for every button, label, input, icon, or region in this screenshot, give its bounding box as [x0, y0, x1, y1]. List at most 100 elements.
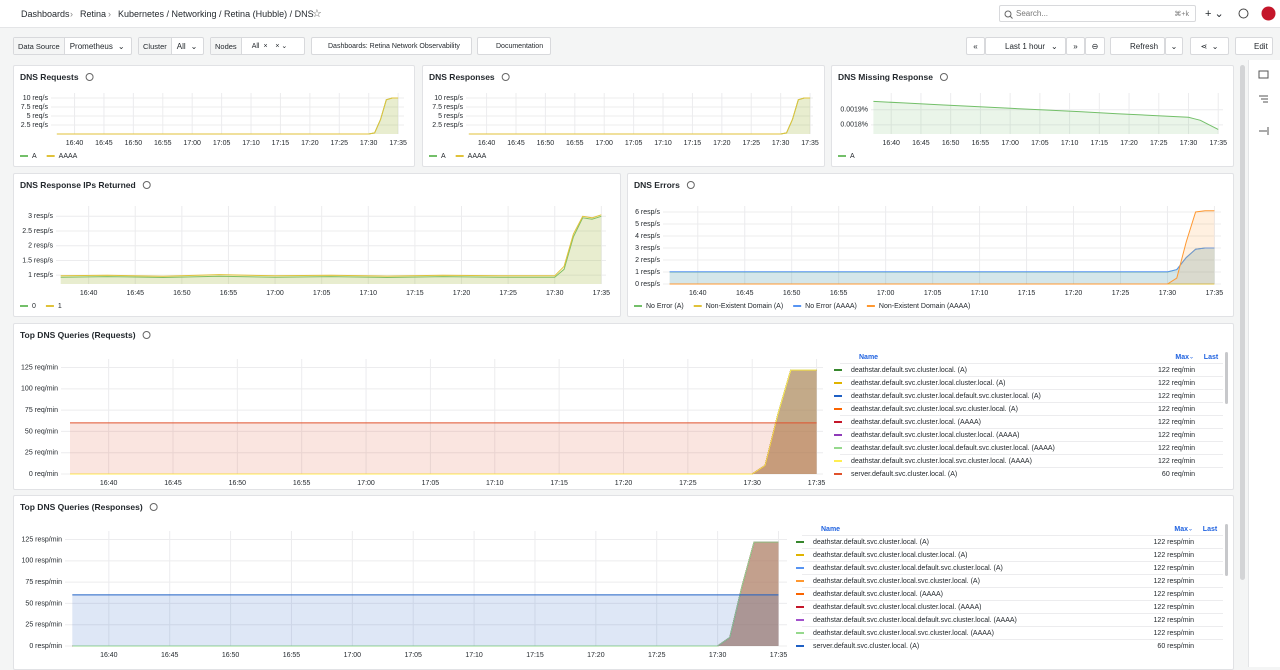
x-tick-label: 17:35 [1209, 140, 1227, 147]
x-tick-label: 17:00 [266, 290, 284, 297]
x-tick-label: 17:05 [924, 290, 942, 297]
sort-icon: ⌄ [1189, 355, 1194, 361]
y-tick-label: 6 resp/s [635, 209, 660, 216]
series-line [669, 210, 1215, 285]
legend-max: 122 req/min [1158, 380, 1195, 387]
edit-button[interactable]: Edit [1235, 37, 1273, 55]
table-header: Last [1203, 526, 1218, 533]
table-scrollbar [1225, 352, 1228, 404]
y-tick-label: 10 req/s [23, 95, 49, 102]
share-button[interactable]: ⋖ ⌄ [1190, 37, 1229, 55]
x-tick-label: 16:45 [126, 290, 144, 297]
x-tick-label: 16:45 [161, 652, 179, 659]
search-box[interactable]: Search... ⌘+k [999, 5, 1196, 22]
y-tick-label: 75 resp/min [25, 579, 62, 586]
panel-title: DNS Requests [20, 72, 79, 82]
x-tick-label: 17:00 [877, 290, 895, 297]
x-tick-label: 17:35 [1206, 290, 1224, 297]
refresh-interval[interactable]: ⌄ [1165, 37, 1183, 55]
y-tick-label: 0 resp/s [635, 281, 660, 288]
x-tick-label: 17:05 [625, 140, 643, 147]
avatar[interactable] [1261, 6, 1276, 21]
legend-max: 122 resp/min [1154, 591, 1195, 598]
x-tick-label: 17:05 [404, 652, 422, 659]
x-tick-label: 17:10 [242, 140, 260, 147]
shift-back[interactable]: « [966, 37, 985, 55]
x-tick-label: 17:20 [587, 652, 605, 659]
legend-label: AAAA [468, 153, 487, 160]
shift-forward[interactable]: » [1066, 37, 1085, 55]
star-icon[interactable]: ☆ [312, 8, 322, 20]
legend-swatch [20, 155, 28, 157]
variable[interactable]: Data Source Prometheus ⌄ [13, 37, 132, 55]
variable-label: Cluster [139, 38, 172, 54]
legend-label: Non-Existent Domain (AAAA) [879, 303, 970, 310]
breadcrumb[interactable]: Retina [80, 9, 107, 19]
dashboard-link[interactable]: Dashboards: Retina Network Observability [311, 37, 472, 55]
legend-label: server.default.svc.cluster.local. (A) [851, 471, 957, 478]
x-tick-label: 17:30 [743, 480, 761, 487]
x-tick-label: 17:30 [1180, 140, 1198, 147]
panel: 16:40 16:45 16:50 16:55 17:00 17:05 17:10 17:15… [13, 173, 621, 317]
x-tick-label: 17:00 [357, 480, 375, 487]
y-tick-label: 3 resp/s [635, 245, 660, 252]
y-tick-label: 0.0018% [840, 122, 868, 129]
series-area [669, 248, 1215, 284]
series-line [56, 97, 399, 135]
y-tick-label: 2.5 resp/s [432, 122, 463, 129]
x-tick-label: 16:55 [972, 140, 990, 147]
x-tick-label: 17:25 [679, 480, 697, 487]
panel-chart: 16:40 16:45 16:50 16:55 17:00 17:05 17:10 17:15… [20, 181, 610, 310]
breadcrumb: Kubernetes / Networking / Retina (Hubble… [118, 9, 314, 19]
y-tick-label: 5 req/s [27, 113, 49, 120]
separator: › [108, 9, 111, 19]
legend-max: 122 req/min [1158, 367, 1195, 374]
x-tick-label: 17:30 [772, 140, 790, 147]
link-text: Documentation [496, 42, 544, 50]
legend-label: server.default.svc.cluster.local. (A) [813, 643, 919, 650]
legend-label: 0 [32, 303, 36, 310]
series-line [70, 369, 817, 475]
x-tick-label: 16:50 [942, 140, 960, 147]
legend-swatch [834, 421, 842, 423]
add-button[interactable]: + ⌄ [1205, 8, 1224, 20]
variable[interactable]: Cluster All ⌄ [138, 37, 204, 55]
info-icon [501, 73, 510, 81]
table-header: Max [1174, 526, 1188, 533]
zoom-out[interactable]: ⊖ [1085, 37, 1105, 55]
x-tick-label: 16:55 [830, 290, 848, 297]
dashboard-link[interactable]: Documentation [477, 37, 551, 55]
legend-swatch [45, 305, 54, 307]
panel-chart: 16:40 16:45 16:50 16:55 17:00 17:05 17:10 17:15… [20, 73, 407, 160]
x-tick-label: 17:25 [1150, 140, 1168, 147]
time-picker[interactable]: Last 1 hour ⌄ [985, 37, 1066, 55]
variable[interactable]: Nodes All × × ⌄ [210, 37, 305, 55]
y-tick-label: 2.5 resp/s [22, 228, 53, 235]
x-tick-label: 17:20 [1120, 140, 1138, 147]
legend-swatch [693, 305, 702, 307]
legend-max: 122 resp/min [1154, 578, 1195, 585]
scrollbar[interactable] [1240, 65, 1245, 580]
panel: 16:40 16:45 16:50 16:55 17:00 17:05 17:10 17:15… [831, 65, 1234, 167]
breadcrumb[interactable]: Dashboards [21, 9, 70, 19]
variable-value: Prometheus [69, 41, 113, 51]
x-tick-label: 17:20 [615, 480, 633, 487]
series-area [70, 422, 817, 474]
panel: 16:40 16:45 16:50 16:55 17:00 17:05 17:10 17:15… [13, 323, 1234, 490]
panel-chart: 16:40 16:45 16:50 16:55 17:00 17:05 17:10 17:15… [429, 73, 819, 160]
x-tick-label: 17:20 [301, 140, 319, 147]
legend-label: deathstar.default.svc.cluster.local.svc.… [851, 458, 1032, 465]
x-tick-label: 17:10 [654, 140, 672, 147]
x-tick-label: 16:40 [689, 290, 707, 297]
side-icons[interactable] [1249, 60, 1280, 160]
help-icon[interactable] [1238, 8, 1249, 19]
x-tick-label: 16:55 [220, 290, 238, 297]
y-tick-label: 0.0019% [840, 107, 868, 114]
legend-max: 122 req/min [1158, 432, 1195, 439]
refresh-button[interactable]: Refresh [1110, 37, 1165, 55]
legend-label: deathstar.default.svc.cluster.local.svc.… [813, 578, 980, 585]
info-icon [686, 181, 695, 189]
x-tick-label: 16:40 [478, 140, 496, 147]
legend-label: A [441, 153, 446, 160]
search-placeholder: Search... [1016, 9, 1049, 18]
